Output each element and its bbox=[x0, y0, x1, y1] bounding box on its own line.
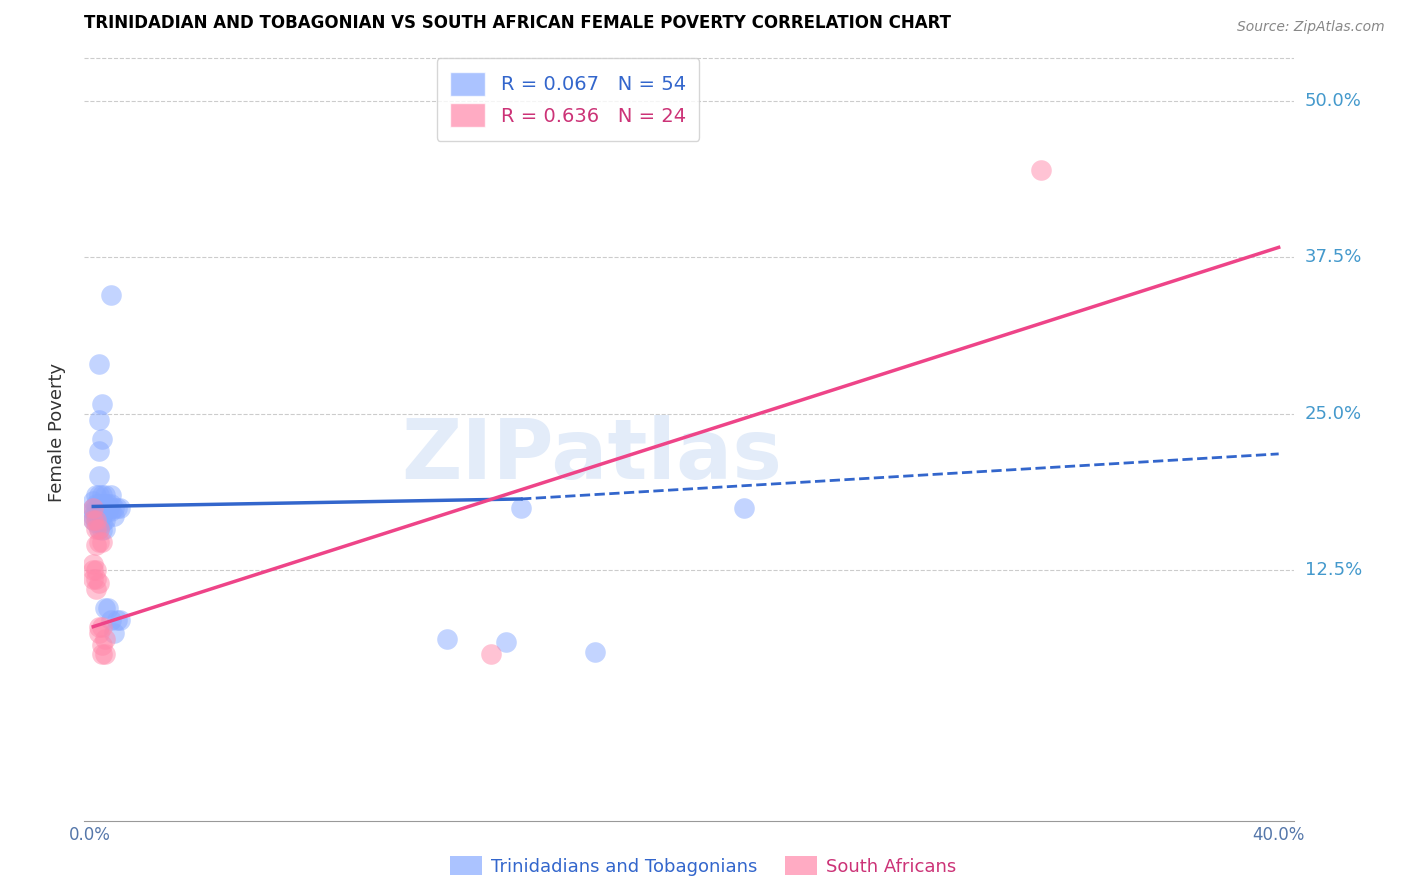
Point bbox=[108, 500, 131, 515]
Point bbox=[105, 613, 128, 627]
Point bbox=[91, 509, 114, 524]
Point bbox=[97, 600, 120, 615]
Text: TRINIDADIAN AND TOBAGONIAN VS SOUTH AFRICAN FEMALE POVERTY CORRELATION CHART: TRINIDADIAN AND TOBAGONIAN VS SOUTH AFRI… bbox=[84, 14, 952, 32]
Point bbox=[89, 626, 111, 640]
Point bbox=[510, 500, 533, 515]
Point bbox=[100, 288, 122, 302]
Point bbox=[91, 497, 114, 511]
Point bbox=[89, 413, 111, 427]
Point bbox=[94, 632, 117, 647]
Point bbox=[91, 620, 114, 634]
Point bbox=[103, 509, 125, 524]
Point bbox=[583, 645, 606, 659]
Text: 25.0%: 25.0% bbox=[1305, 405, 1362, 423]
Point bbox=[436, 632, 458, 647]
Point bbox=[1029, 162, 1052, 177]
Point bbox=[82, 563, 104, 577]
Point bbox=[94, 522, 117, 536]
Text: ZIPatlas: ZIPatlas bbox=[402, 416, 783, 497]
Point bbox=[495, 634, 517, 648]
Point bbox=[94, 647, 117, 661]
Point bbox=[84, 509, 107, 524]
Point bbox=[84, 516, 107, 530]
Point bbox=[89, 488, 111, 502]
Point bbox=[100, 504, 122, 518]
Point bbox=[97, 497, 120, 511]
Point bbox=[89, 522, 111, 536]
Point bbox=[84, 497, 107, 511]
Point bbox=[84, 582, 107, 596]
Point bbox=[82, 504, 104, 518]
Point bbox=[91, 647, 114, 661]
Point bbox=[100, 497, 122, 511]
Point bbox=[89, 504, 111, 518]
Point bbox=[89, 620, 111, 634]
Point bbox=[89, 534, 111, 549]
Point bbox=[479, 647, 502, 661]
Text: 50.0%: 50.0% bbox=[1305, 92, 1361, 110]
Point bbox=[82, 500, 104, 515]
Text: Source: ZipAtlas.com: Source: ZipAtlas.com bbox=[1237, 20, 1385, 34]
Point bbox=[91, 516, 114, 530]
Point bbox=[100, 488, 122, 502]
Point bbox=[84, 538, 107, 552]
Point bbox=[82, 572, 104, 586]
Point bbox=[94, 488, 117, 502]
Point bbox=[91, 534, 114, 549]
Point bbox=[94, 504, 117, 518]
Point bbox=[89, 516, 111, 530]
Point bbox=[91, 488, 114, 502]
Point bbox=[105, 500, 128, 515]
Point bbox=[103, 626, 125, 640]
Point bbox=[91, 503, 114, 517]
Point bbox=[89, 575, 111, 590]
Point bbox=[91, 397, 114, 411]
Point bbox=[89, 444, 111, 458]
Text: 12.5%: 12.5% bbox=[1305, 561, 1362, 579]
Point bbox=[82, 500, 104, 515]
Point bbox=[91, 639, 114, 653]
Point bbox=[108, 613, 131, 627]
Text: 37.5%: 37.5% bbox=[1305, 248, 1362, 267]
Point bbox=[82, 494, 104, 508]
Point bbox=[89, 522, 111, 536]
Point bbox=[94, 497, 117, 511]
Point bbox=[84, 522, 107, 536]
Point bbox=[94, 600, 117, 615]
Point bbox=[100, 613, 122, 627]
Y-axis label: Female Poverty: Female Poverty bbox=[48, 363, 66, 502]
Point bbox=[89, 469, 111, 483]
Legend: R = 0.067   N = 54, R = 0.636   N = 24: R = 0.067 N = 54, R = 0.636 N = 24 bbox=[437, 58, 699, 141]
Point bbox=[84, 563, 107, 577]
Point bbox=[97, 504, 120, 518]
Point bbox=[91, 432, 114, 446]
Point bbox=[82, 509, 104, 524]
Legend: Trinidadians and Tobagonians, South Africans: Trinidadians and Tobagonians, South Afri… bbox=[443, 849, 963, 883]
Point bbox=[89, 509, 111, 524]
Point bbox=[82, 513, 104, 527]
Point bbox=[89, 357, 111, 371]
Point bbox=[103, 500, 125, 515]
Point bbox=[84, 488, 107, 502]
Point bbox=[89, 497, 111, 511]
Point bbox=[91, 523, 114, 537]
Point bbox=[733, 500, 755, 515]
Point bbox=[94, 513, 117, 527]
Point bbox=[84, 572, 107, 586]
Point bbox=[82, 557, 104, 571]
Point bbox=[82, 513, 104, 527]
Point bbox=[84, 503, 107, 517]
Point bbox=[84, 513, 107, 527]
